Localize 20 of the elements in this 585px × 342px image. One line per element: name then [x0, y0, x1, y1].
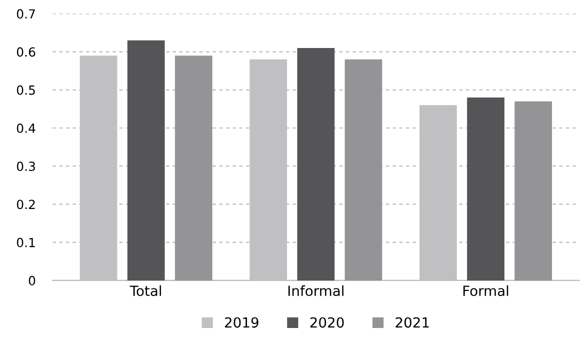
legend-label: 2019 — [225, 317, 258, 328]
bar — [514, 101, 552, 280]
legend-label: 2021 — [396, 317, 429, 328]
y-tick-label: 0.1 — [16, 238, 35, 248]
y-tick-label: 0.2 — [16, 200, 35, 210]
y-tick-label: 0.5 — [16, 85, 35, 95]
x-tick-label: Informal — [288, 285, 344, 296]
bar — [297, 48, 335, 280]
y-tick-label: 0.7 — [16, 9, 35, 19]
y-tick-label: 0.4 — [16, 123, 36, 133]
bar — [127, 40, 165, 280]
bar — [467, 98, 504, 280]
x-tick-label: Formal — [463, 285, 508, 296]
y-tick-label: 0.6 — [16, 47, 36, 57]
y-tick-label: 0 — [28, 276, 36, 286]
y-tick-label: 0.3 — [16, 162, 35, 172]
legend-label: 2020 — [310, 317, 344, 328]
bar — [344, 59, 382, 280]
bar — [174, 56, 212, 280]
x-tick-label: Total — [130, 285, 161, 296]
